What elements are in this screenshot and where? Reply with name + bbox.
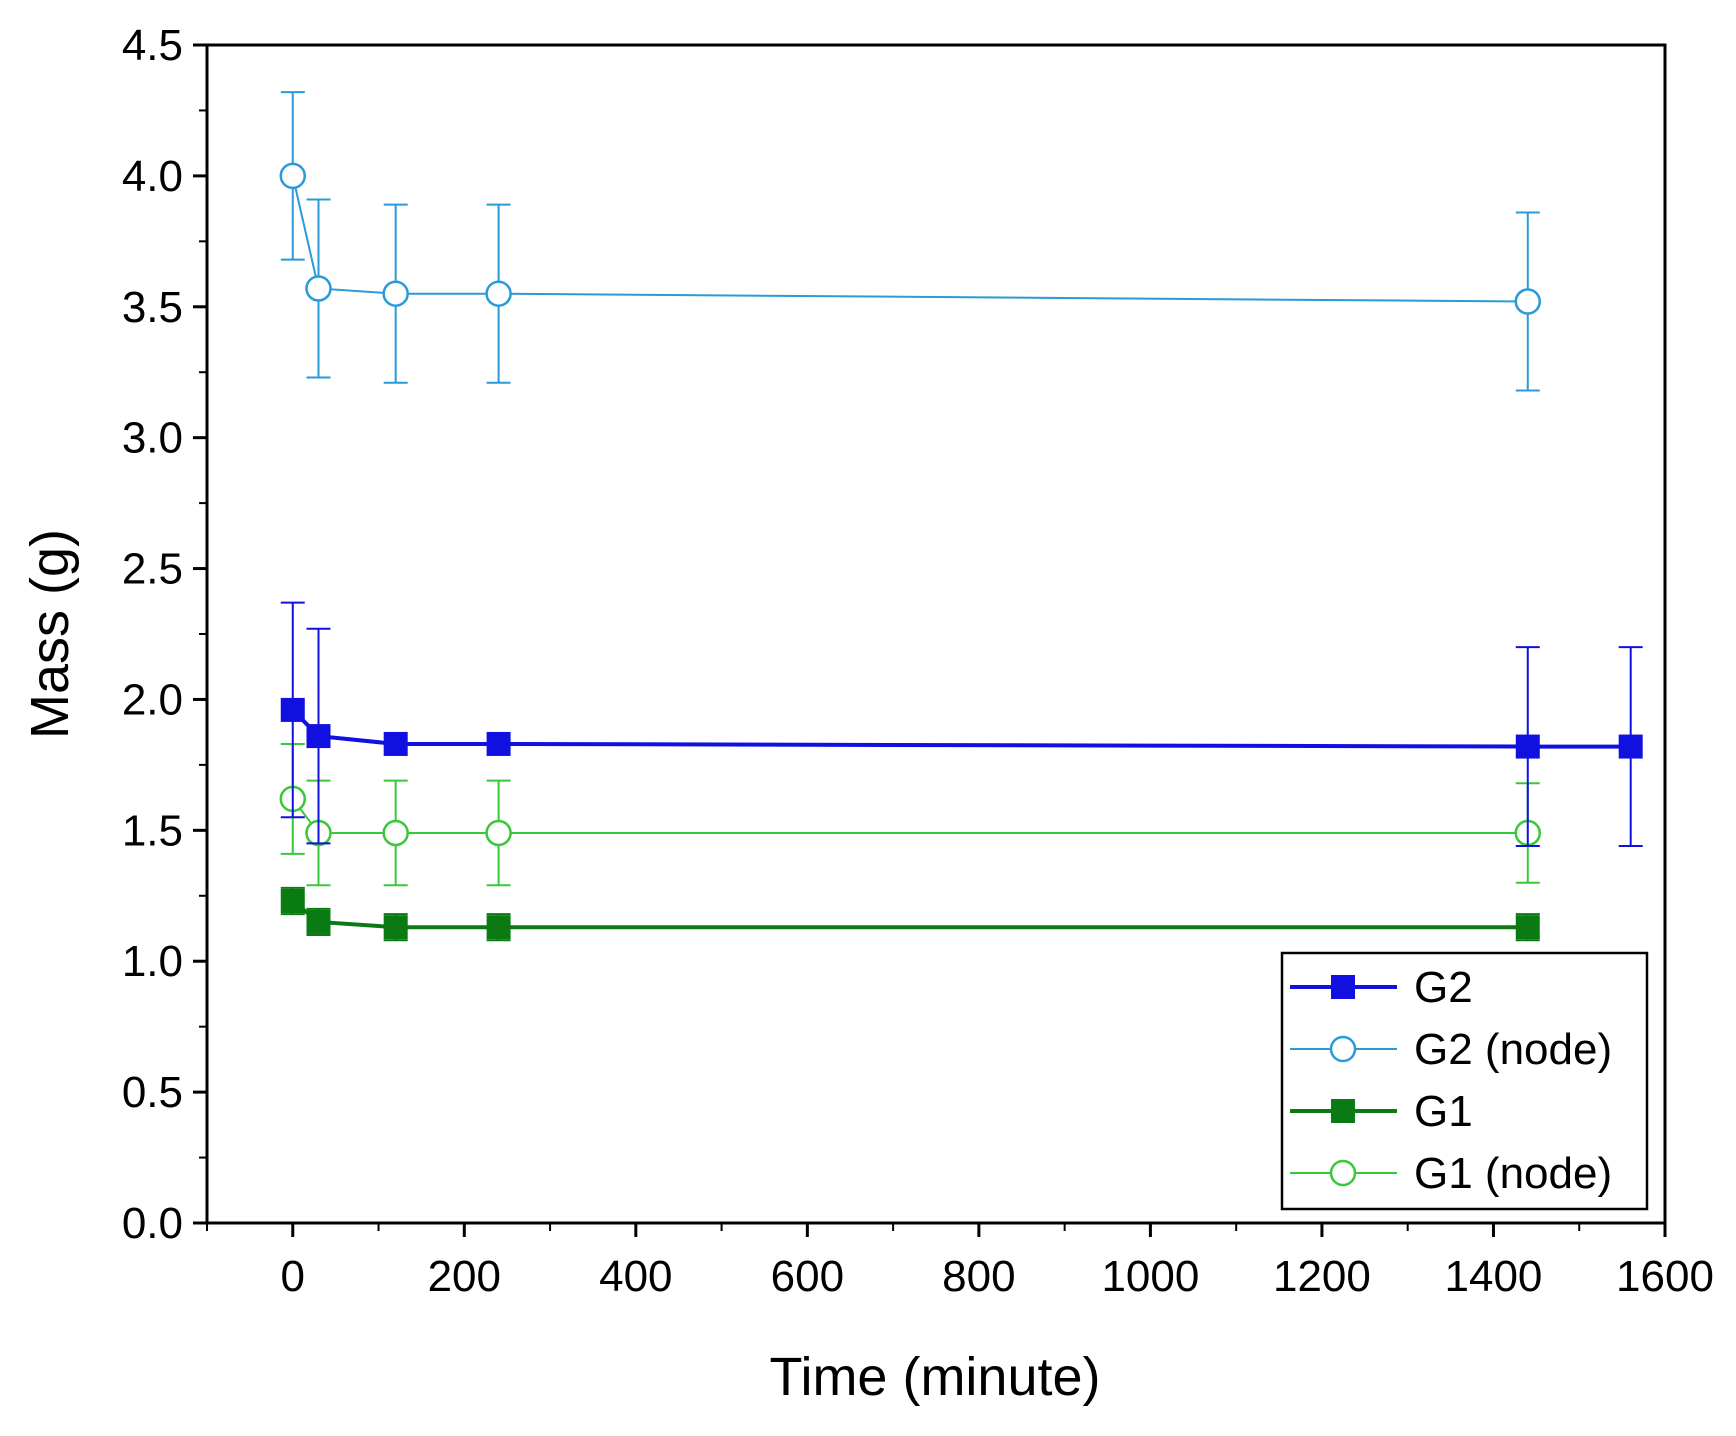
x-tick-label: 200 [428, 1252, 501, 1301]
x-tick-label: 400 [599, 1252, 672, 1301]
data-point [280, 889, 305, 914]
y-tick-label: 0.5 [122, 1068, 183, 1117]
x-tick-label: 600 [771, 1252, 844, 1301]
data-point [1515, 915, 1540, 940]
y-tick-label: 2.5 [122, 545, 183, 594]
data-point [306, 724, 331, 749]
data-point [383, 915, 408, 940]
axes-layer: 0 200 400 600 800 1000 1200 1400 1600 0.0 0.5 1.0 1.… [122, 21, 1714, 1301]
series-layer [279, 91, 1643, 942]
y-tick-label: 1.0 [122, 937, 183, 986]
series-line [291, 798, 1528, 834]
x-tick-label: 800 [942, 1252, 1015, 1301]
series-g1-node- [279, 742, 1542, 887]
legend-item: G1 [1290, 1087, 1473, 1136]
y-tick-label: 4.0 [122, 152, 183, 201]
legend-layer: G2 G2 (node) G1 G1 (node) [1280, 951, 1649, 1211]
y-tick-label: 2.0 [122, 675, 183, 724]
legend-label: G2 [1414, 963, 1473, 1012]
legend-marker [1331, 975, 1355, 999]
data-point [306, 909, 331, 934]
data-point [1514, 288, 1542, 315]
series-g2-node- [279, 91, 1542, 392]
legend-marker [1331, 1099, 1355, 1123]
legend-item: G2 (node) [1290, 1025, 1612, 1074]
y-tick-label: 3.0 [122, 414, 183, 463]
data-point [382, 280, 409, 307]
y-tick-label: 1.5 [122, 806, 183, 855]
legend-item: G2 [1290, 963, 1473, 1012]
x-tick-label: 0 [281, 1252, 305, 1301]
data-point [1515, 734, 1540, 759]
legend-label: G2 (node) [1414, 1025, 1612, 1074]
data-point [1618, 734, 1643, 759]
legend-marker [1329, 1159, 1357, 1187]
data-point [486, 731, 511, 756]
y-tick-label: 3.5 [122, 283, 183, 332]
y-tick-label: 4.5 [122, 21, 183, 70]
data-point [486, 915, 511, 940]
legend-item: G1 (node) [1290, 1149, 1612, 1198]
data-point [383, 731, 408, 756]
series-line [291, 899, 1528, 930]
data-point [279, 162, 307, 190]
data-point [485, 280, 512, 307]
x-tick-label: 1000 [1101, 1252, 1199, 1301]
x-tick-label: 1600 [1616, 1252, 1714, 1301]
legend-marker [1329, 1035, 1357, 1063]
x-axis-title: Time (minute) [769, 1347, 1100, 1407]
data-point [280, 697, 305, 722]
series-g1 [280, 886, 1540, 942]
data-point [382, 819, 409, 847]
x-tick-label: 1200 [1273, 1252, 1371, 1301]
x-tick-label: 1400 [1445, 1252, 1543, 1301]
legend-label: G1 [1414, 1087, 1473, 1136]
series-g2 [280, 601, 1643, 848]
series-line [291, 175, 1528, 303]
y-axis-title: Mass (g) [20, 529, 80, 739]
y-tick-label: 0.0 [122, 1199, 183, 1248]
data-point [305, 275, 332, 302]
legend-label: G1 (node) [1414, 1149, 1612, 1198]
data-point [485, 819, 512, 847]
